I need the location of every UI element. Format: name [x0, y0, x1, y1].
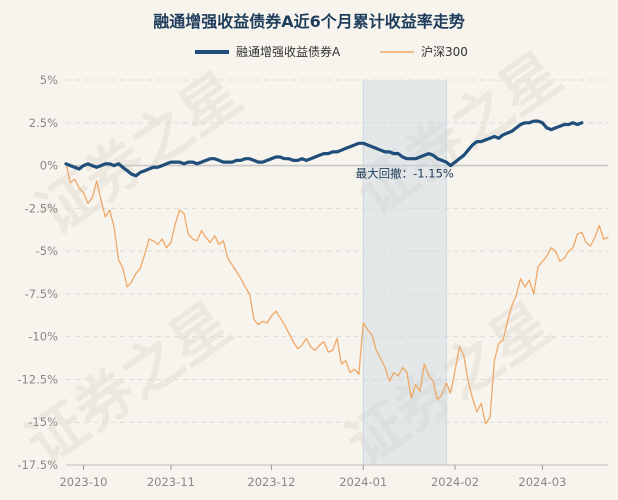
chart-title: 融通增强收益债券A近6个月累计收益率走势	[153, 12, 465, 31]
legend-hs300-label: 沪深300	[421, 45, 468, 59]
y-tick-label: -5%	[36, 244, 58, 258]
y-tick-label: 5%	[40, 73, 58, 87]
x-tick-label: 2024-02	[431, 475, 479, 489]
max-drawdown-band	[362, 80, 447, 465]
y-tick-label: -12.5%	[17, 372, 58, 386]
max-drawdown-label: 最大回撤：-1.15%	[356, 167, 454, 181]
x-tick-label: 2024-03	[518, 475, 566, 489]
x-tick-label: 2023-10	[59, 475, 107, 489]
series-lines	[64, 119, 609, 425]
x-axis: 2023-10 2023-11 2023-12 2024-01 2024-02 2024-…	[59, 464, 608, 489]
y-tick-label: -10%	[28, 330, 58, 344]
drawdown-region	[363, 80, 447, 465]
watermark-text: 证券之星	[24, 59, 253, 248]
x-tick-label: 2024-01	[339, 475, 387, 489]
series-line-fund	[64, 119, 584, 178]
legend-fund-label: 融通增强收益债券A	[236, 44, 341, 59]
y-tick-label: -2.5%	[25, 201, 58, 215]
y-tick-label: -17.5%	[17, 458, 58, 472]
y-tick-label: 0%	[40, 159, 58, 173]
y-tick-label: -7.5%	[25, 287, 58, 301]
y-axis: 5% 2.5% 0% -2.5% -5% -7.5% -10% -12.5% -15% -17.5…	[17, 73, 58, 472]
series-line-hs300	[65, 163, 609, 425]
x-tick-label: 2023-11	[147, 475, 195, 489]
y-tick-label: -15%	[28, 415, 58, 429]
x-tick-label: 2023-12	[247, 475, 295, 489]
legend: 融通增强收益债券A 沪深300	[195, 44, 468, 59]
y-tick-label: 2.5%	[29, 116, 58, 130]
